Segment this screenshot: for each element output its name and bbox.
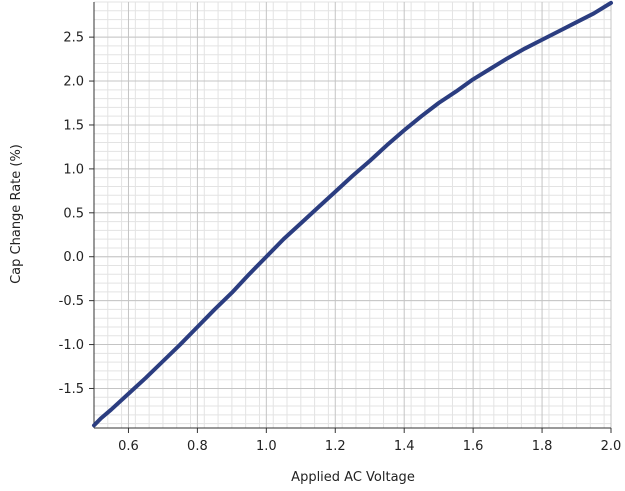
- y-axis-title: Cap Change Rate (%): [9, 144, 24, 284]
- y-tick-label: 0.0: [63, 250, 84, 265]
- y-tick-label: 1.0: [63, 162, 84, 177]
- grid: [93, 1, 612, 428]
- series: [92, 0, 613, 428]
- x-tick-label: 2.0: [601, 439, 622, 454]
- series-line: [92, 0, 613, 428]
- y-tick-label: -1.0: [59, 338, 84, 353]
- y-tick-label: 1.5: [63, 118, 84, 133]
- x-tick-label: 1.8: [532, 439, 553, 454]
- axes: [89, 2, 612, 433]
- x-tick-label: 0.8: [187, 439, 208, 454]
- x-tick-label: 0.6: [118, 439, 139, 454]
- x-tick-label: 1.4: [394, 439, 415, 454]
- x-tick-label: 1.0: [256, 439, 277, 454]
- y-tick-label: -1.5: [59, 382, 84, 397]
- y-tick-label: 2.5: [63, 31, 84, 46]
- y-tick-label: 2.0: [63, 75, 84, 90]
- x-tick-label: 1.6: [463, 439, 484, 454]
- x-tick-label: 1.2: [325, 439, 346, 454]
- y-tick-label: -0.5: [59, 294, 84, 309]
- tick-labels: 0.6 0.8 1.0 1.2 1.4 1.6 1.8 2.0 -1.5 -1.0 -0.5 0.0 0…: [59, 31, 622, 454]
- y-tick-label: 0.5: [63, 206, 84, 221]
- x-axis-title: Applied AC Voltage: [291, 470, 415, 485]
